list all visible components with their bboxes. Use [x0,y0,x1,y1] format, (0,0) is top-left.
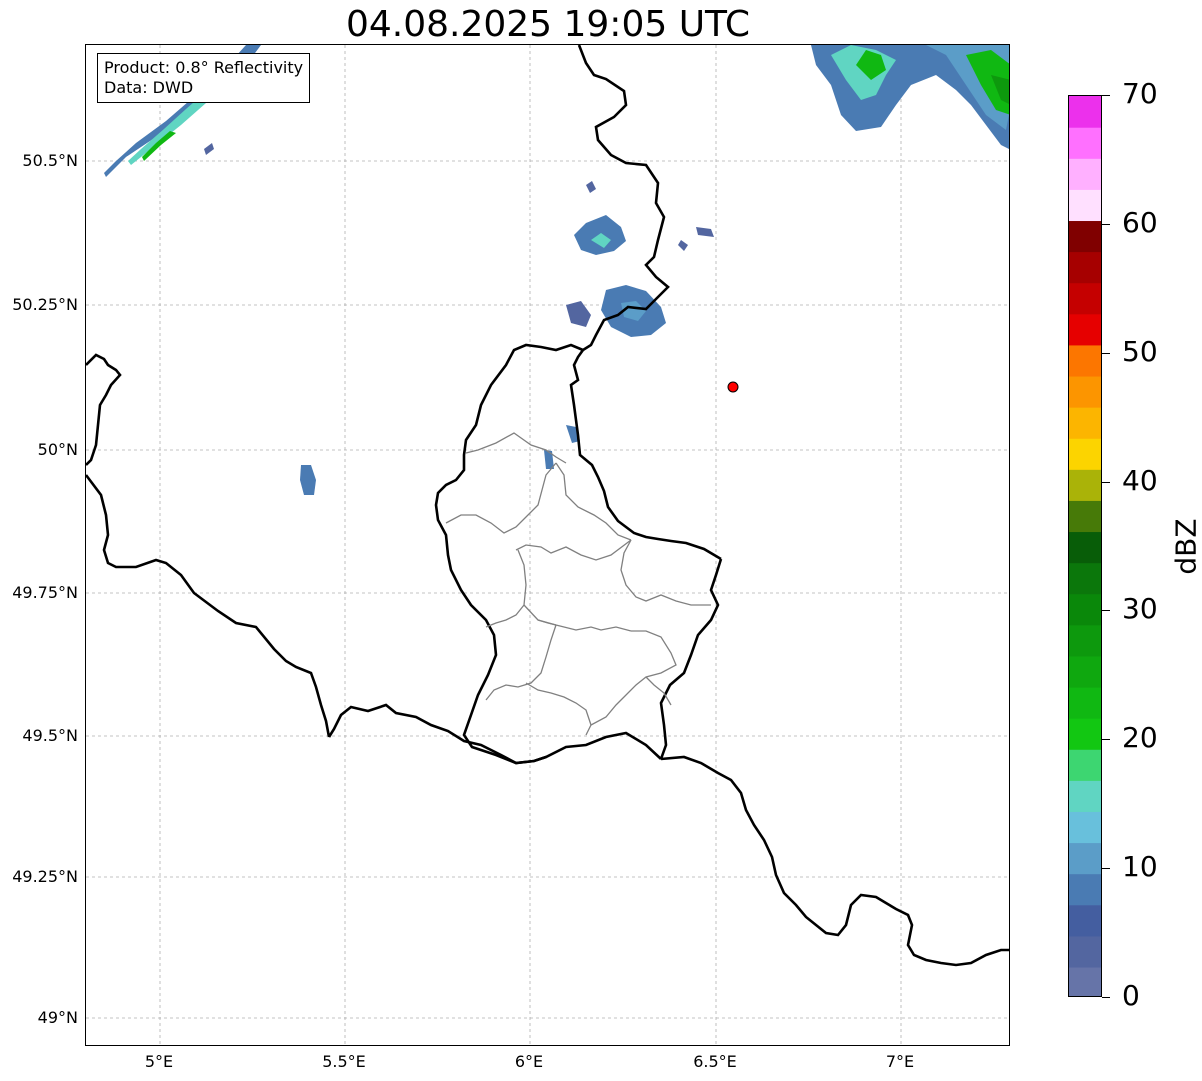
colorbar-tick-label: 0 [1122,979,1140,1012]
canton-borders [445,432,711,736]
radar-map[interactable] [85,44,1010,1046]
lon-tick-label: 6°E [514,1052,544,1071]
colorbar-band [1069,407,1101,439]
colorbar-tick [1102,95,1110,96]
colorbar-band [1069,624,1101,657]
colorbar-band [1069,749,1101,781]
colorbar-tick [1102,610,1110,612]
radar-site-marker[interactable] [727,381,739,393]
colorbar-band [1069,655,1101,688]
lat-tick-label: 49.75°N [12,583,78,602]
colorbar-band [1069,469,1101,501]
colorbar-gradient [1069,96,1101,996]
lat-tick-label: 49.25°N [12,867,78,886]
colorbar-band [1069,935,1101,968]
colorbar-band [1069,375,1101,408]
colorbar-band [1069,251,1101,284]
lon-tick-label: 5.5°E [322,1052,366,1071]
colorbar-band [1069,780,1101,812]
colorbar-tick-label: 20 [1122,721,1158,755]
colorbar-band [1069,966,1101,996]
colorbar-tick [1102,481,1110,483]
colorbar-band [1069,344,1101,377]
map-canvas [86,45,1009,1045]
colorbar-tick [1102,739,1110,741]
colorbar [1068,95,1102,997]
colorbar-tick-label: 60 [1122,205,1158,239]
lat-tick-label: 49°N [37,1008,78,1027]
lon-tick-label: 6.5°E [693,1052,737,1071]
country-borders [86,45,1009,967]
colorbar-band [1069,562,1101,595]
colorbar-band [1069,127,1101,159]
colorbar-band [1069,500,1101,533]
colorbar-tick-label: 10 [1122,850,1158,884]
info-box: Product: 0.8° Reflectivity Data: DWD [97,53,311,103]
colorbar-band [1069,904,1101,937]
colorbar-tick [1102,352,1110,354]
colorbar-tick [1102,868,1110,870]
colorbar-band [1069,718,1101,750]
lat-tick-label: 50.25°N [12,295,78,314]
colorbar-tick-label: 70 [1122,77,1158,110]
lat-tick-label: 50°N [37,440,78,459]
colorbar-tick-label: 30 [1122,592,1158,626]
product-label: Product: 0.8° Reflectivity [104,58,304,77]
colorbar-band [1069,282,1101,315]
lat-tick-label: 49.5°N [22,726,78,745]
colorbar-band [1069,96,1101,128]
colorbar-tick-label: 40 [1122,463,1158,497]
colorbar-band [1069,313,1101,346]
lat-tick-label: 50.5°N [22,151,78,170]
colorbar-band [1069,686,1101,719]
colorbar-tick-label: 50 [1122,334,1158,368]
colorbar-band [1069,158,1101,190]
colorbar-band [1069,531,1101,564]
lon-tick-label: 5°E [144,1052,174,1071]
colorbar-tick [1102,223,1110,225]
colorbar-tick [1102,997,1110,998]
colorbar-band [1069,873,1101,906]
data-source-label: Data: DWD [104,78,194,97]
lon-tick-label: 7°E [885,1052,915,1071]
colorbar-band [1069,593,1101,626]
colorbar-band [1069,438,1101,470]
radar-echoes [104,45,1009,495]
colorbar-unit-label: dBZ [1169,518,1202,575]
colorbar-band [1069,220,1101,253]
colorbar-band [1069,842,1101,875]
map-title: 04.08.2025 19:05 UTC [345,4,751,45]
colorbar-band [1069,811,1101,844]
colorbar-band [1069,189,1101,222]
